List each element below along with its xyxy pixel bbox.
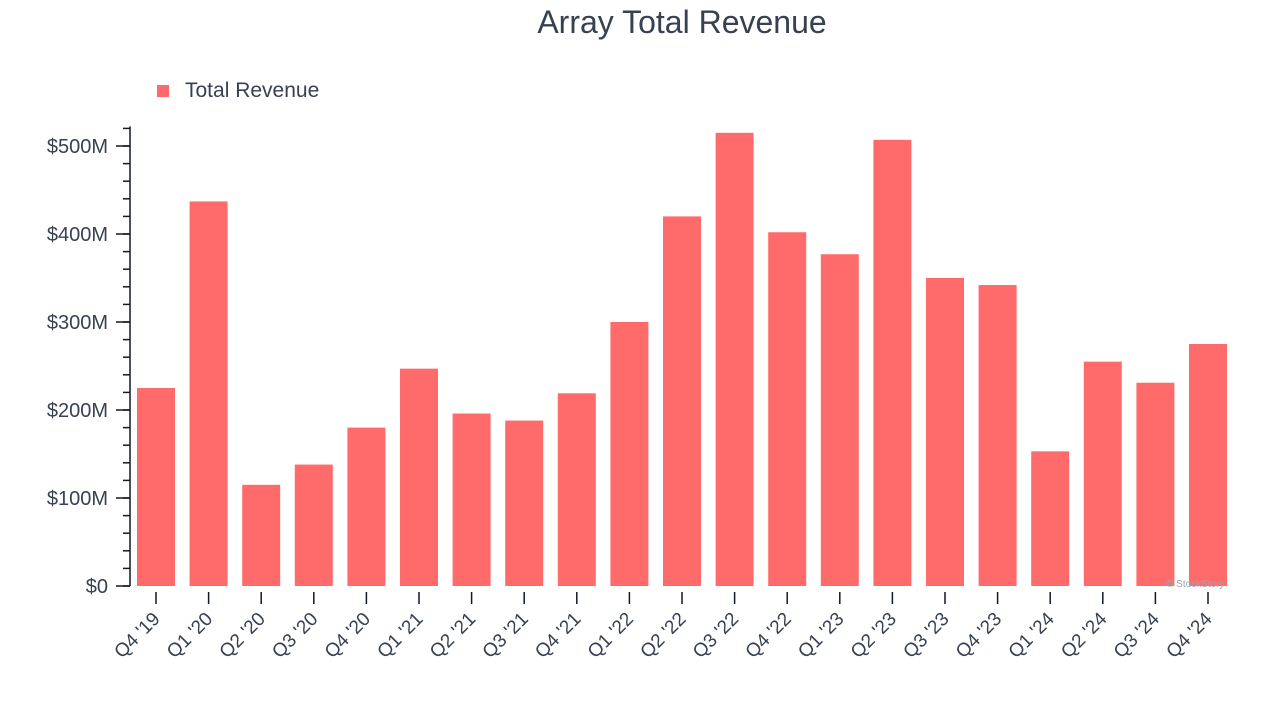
bar xyxy=(452,413,491,586)
y-tick-label: $100M xyxy=(47,488,108,510)
bar xyxy=(663,216,701,586)
bar xyxy=(1031,451,1070,586)
x-tick-label: Q3 '20 xyxy=(268,609,322,663)
x-tick-label: Q4 '21 xyxy=(531,609,585,663)
x-tick-label: Q4 '22 xyxy=(742,609,796,663)
x-tick-label: Q4 '23 xyxy=(952,609,1006,663)
legend-label: Total Revenue xyxy=(185,79,320,102)
bar xyxy=(978,285,1017,586)
x-tick-label: Q1 '22 xyxy=(584,609,638,663)
x-tick-label: Q2 '21 xyxy=(426,609,480,663)
legend-swatch xyxy=(157,85,169,97)
y-tick-label: $0 xyxy=(86,576,108,598)
bar xyxy=(926,278,964,586)
y-tick-label: $300M xyxy=(47,312,108,334)
x-tick-label: Q2 '20 xyxy=(216,609,270,663)
x-tick-label: Q3 '23 xyxy=(900,609,954,663)
watermark: © StockStory xyxy=(1166,579,1225,590)
bar xyxy=(347,427,386,586)
bar xyxy=(505,420,544,586)
bar xyxy=(1136,382,1175,586)
x-tick-label: Q3 '21 xyxy=(479,609,533,663)
x-tick-label: Q2 '24 xyxy=(1057,608,1111,662)
x-tick-label: Q3 '22 xyxy=(689,609,743,663)
y-tick-label: $400M xyxy=(47,224,108,246)
x-tick-label: Q4 '24 xyxy=(1163,608,1217,662)
x-tick-label: Q1 '23 xyxy=(794,609,848,663)
chart-title: Array Total Revenue xyxy=(537,4,827,40)
x-tick-label: Q2 '22 xyxy=(637,609,691,663)
x-tick-label: Q3 '24 xyxy=(1110,608,1164,662)
bar xyxy=(768,232,807,587)
x-tick-label: Q4 '20 xyxy=(321,609,375,663)
legend: Total Revenue xyxy=(157,79,319,103)
bar xyxy=(400,368,438,586)
bar xyxy=(1083,361,1122,586)
bar xyxy=(1189,344,1227,586)
bar xyxy=(294,464,333,586)
x-tick-label: Q2 '23 xyxy=(847,609,901,663)
bar xyxy=(610,322,649,586)
y-tick-label: $500M xyxy=(47,136,108,158)
x-tick-label: Q1 '20 xyxy=(163,609,217,663)
bar xyxy=(137,388,175,586)
bar xyxy=(189,201,228,586)
x-tick-label: Q1 '24 xyxy=(1005,608,1059,662)
bar xyxy=(242,484,281,586)
bar xyxy=(873,139,912,586)
bar xyxy=(557,393,596,586)
y-tick-label: $200M xyxy=(47,400,108,422)
x-tick-label: Q1 '21 xyxy=(374,609,428,663)
bar xyxy=(715,132,754,587)
x-tick-label: Q4 '19 xyxy=(111,609,165,663)
bar xyxy=(820,254,859,587)
